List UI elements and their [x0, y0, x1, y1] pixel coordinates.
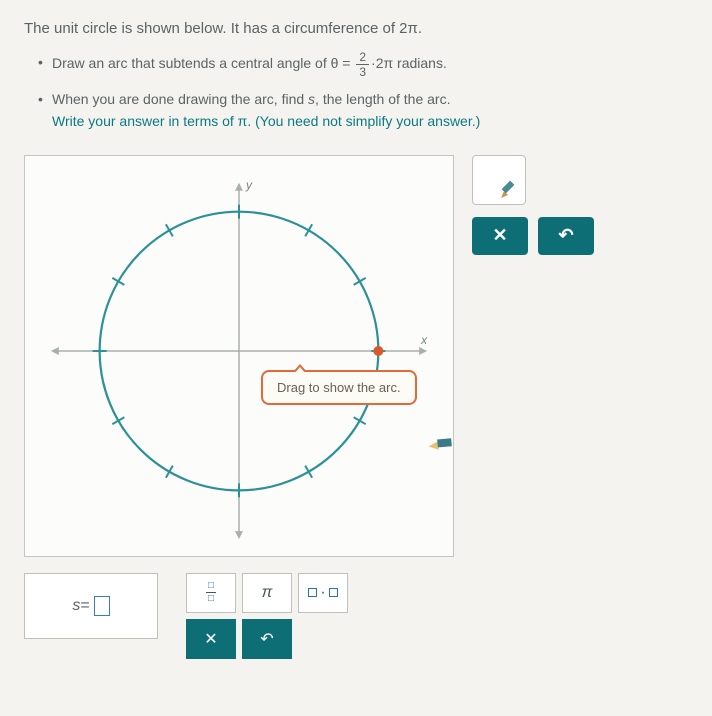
multiply-tool[interactable]: · [298, 573, 348, 613]
answer-slot[interactable] [94, 596, 110, 616]
pencil-icon [499, 178, 521, 200]
dot-label: · [320, 584, 325, 602]
bullet-find-s: When you are done drawing the arc, find … [24, 88, 688, 133]
answer-input-box[interactable]: s = [24, 573, 158, 639]
fraction-tool[interactable]: □□ [186, 573, 236, 613]
pi-tool[interactable]: π [242, 573, 292, 613]
fraction-denominator: 3 [356, 65, 369, 78]
svg-text:x: x [420, 333, 428, 347]
bullet2-pre: When you are done drawing the arc, find [52, 91, 308, 107]
side-toolbar: ✕ ↶ [472, 155, 604, 557]
var-s: s [308, 91, 315, 107]
toolbox-close-button[interactable]: ✕ [186, 619, 236, 659]
unit-circle-panel[interactable]: y x Drag to show the arc. [24, 155, 454, 557]
fraction-two-thirds: 23 [356, 51, 369, 78]
undo-button[interactable]: ↶ [538, 217, 594, 255]
intro-text: The unit circle is shown below. It has a… [24, 20, 688, 37]
drag-tooltip: Drag to show the arc. [261, 370, 417, 405]
unit-circle-svg[interactable]: y x [25, 156, 453, 556]
answer-var: s [72, 597, 80, 615]
bullet-draw-arc: Draw an arc that subtends a central angl… [24, 51, 688, 78]
write-hint: Write your answer in terms of π. (You ne… [52, 113, 480, 129]
toolbox-undo-button[interactable]: ↶ [242, 619, 292, 659]
draw-tool-button[interactable] [472, 155, 526, 205]
svg-text:y: y [245, 178, 253, 192]
answer-equals: = [80, 597, 89, 615]
bullet1-post: ·2π radians. [371, 55, 447, 71]
math-toolbox: □□ π · ✕ ↶ [186, 573, 348, 659]
close-button[interactable]: ✕ [472, 217, 528, 255]
instruction-list: Draw an arc that subtends a central angl… [24, 51, 688, 133]
bullet1-pre: Draw an arc that subtends a central angl… [52, 55, 354, 71]
pi-label: π [262, 584, 273, 602]
bullet2-post: , the length of the arc. [315, 91, 450, 107]
fraction-numerator: 2 [356, 51, 369, 65]
